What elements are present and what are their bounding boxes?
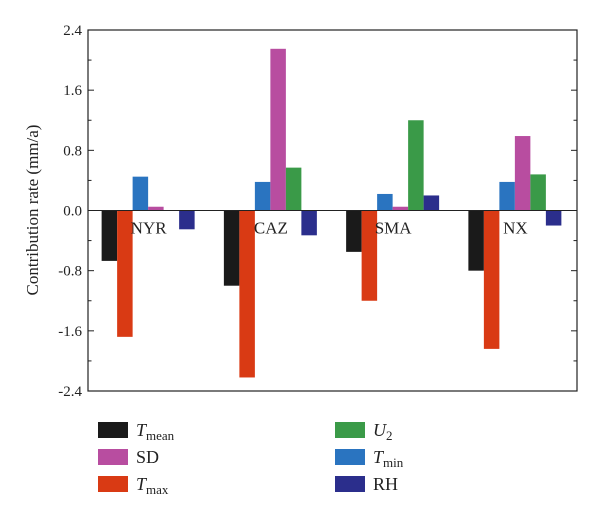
category-label-sma: SMA xyxy=(375,219,413,238)
bar-t-mean-nx xyxy=(468,210,484,271)
legend-swatch-t-max xyxy=(98,476,128,492)
legend-label-sd: SD xyxy=(136,447,159,467)
bar-t-mean-caz xyxy=(223,210,240,286)
legend-label-t-max: Tmax xyxy=(136,474,169,497)
bar-u-2-caz xyxy=(285,167,302,211)
legend-label-t-mean: Tmean xyxy=(136,420,175,443)
legend-swatch-u-2 xyxy=(335,422,365,438)
y-tick-label: -0.8 xyxy=(58,264,82,280)
legend-swatch-sd xyxy=(98,449,128,465)
bar-sd-nyr xyxy=(148,206,164,211)
bars-group xyxy=(101,48,562,378)
y-tick-label: 0.0 xyxy=(63,204,82,220)
bar-rh-nx xyxy=(545,210,562,226)
legend-swatch-rh xyxy=(335,476,365,492)
bar-rh-caz xyxy=(301,210,317,236)
bar-t-max-nx xyxy=(483,210,500,349)
bar-t-min-sma xyxy=(377,193,393,211)
bar-u-2-nx xyxy=(530,174,546,211)
y-tick-label: 1.6 xyxy=(63,83,82,99)
bar-t-min-caz xyxy=(254,181,271,211)
bar-t-mean-sma xyxy=(346,210,362,252)
legend-label-rh: RH xyxy=(373,474,398,494)
bar-sd-sma xyxy=(392,206,409,211)
category-label-nyr: NYR xyxy=(131,219,168,238)
bar-t-mean-nyr xyxy=(101,210,118,261)
bar-t-min-nx xyxy=(499,181,515,211)
category-label-nx: NX xyxy=(503,219,528,238)
bar-u-2-sma xyxy=(408,120,424,211)
legend-label-t-min: Tmin xyxy=(373,447,404,470)
y-tick-label: 0.8 xyxy=(63,143,82,159)
y-axis-title: Contribution rate (mm/a) xyxy=(23,125,42,296)
y-tick-label: -1.6 xyxy=(58,324,82,340)
category-labels: NYR CAZ SMA NX xyxy=(131,219,528,238)
bar-t-min-nyr xyxy=(132,176,149,211)
y-axis-ticks: 2.4 1.6 0.8 0.0 -0.8 -1.6 -2.4 xyxy=(58,23,577,400)
bar-t-max-sma xyxy=(361,210,378,301)
bar-rh-sma xyxy=(423,195,440,211)
y-tick-label: 2.4 xyxy=(63,23,82,39)
bar-t-max-caz xyxy=(239,210,255,378)
category-label-caz: CAZ xyxy=(254,219,288,238)
legend-label-u-2: U2 xyxy=(373,420,393,443)
bar-sd-caz xyxy=(270,48,286,211)
y-tick-label: -2.4 xyxy=(58,384,82,400)
bar-t-max-nyr xyxy=(117,210,133,337)
legend: Tmean U2 SD Tmin Tmax RH xyxy=(98,420,404,497)
bar-sd-nx xyxy=(514,136,531,211)
legend-swatch-t-min xyxy=(335,449,365,465)
bar-rh-nyr xyxy=(179,210,195,230)
legend-swatch-t-mean xyxy=(98,422,128,438)
